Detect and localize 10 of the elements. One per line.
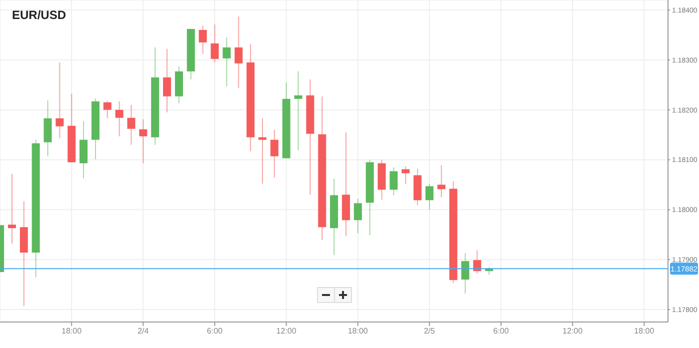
x-tick-label: 12:00 [276, 326, 297, 336]
x-tick-label: 18:00 [634, 326, 655, 336]
x-tick-label: 18:00 [62, 326, 82, 336]
x-tick-label: 12:00 [562, 326, 584, 336]
x-tick-label: 18:00 [348, 326, 368, 336]
text: EUR/USD [12, 8, 66, 22]
x-tick-label: 6:00 [206, 326, 224, 336]
x-tick-label: 2/5 [424, 326, 436, 336]
x-tick-label: 6:00 [493, 326, 510, 336]
x-tick-label: 2/4 [138, 326, 150, 336]
